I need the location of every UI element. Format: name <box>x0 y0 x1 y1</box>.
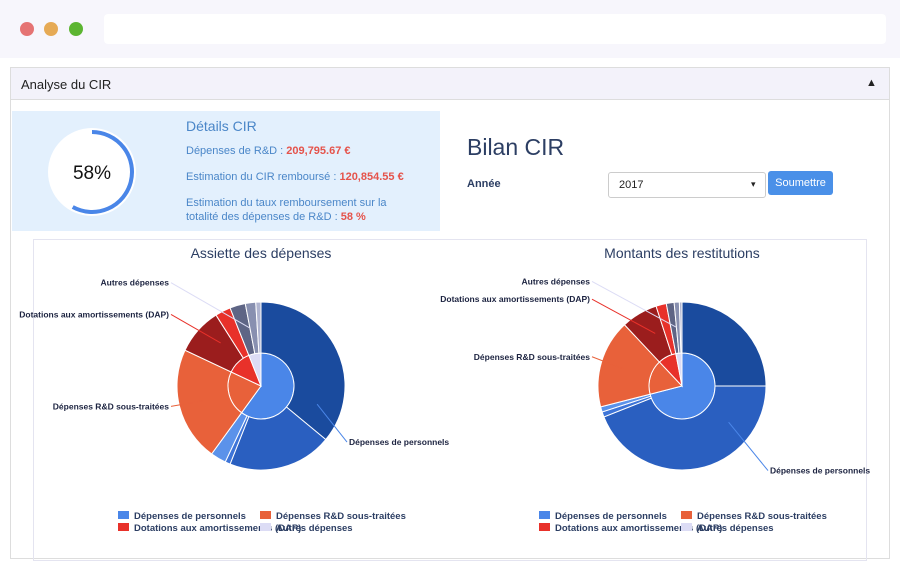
minimize-dot[interactable] <box>44 22 58 36</box>
close-dot[interactable] <box>20 22 34 36</box>
legend-label: Dotations aux amortissements (DAP) <box>134 523 301 534</box>
outer-segment <box>255 301 262 354</box>
legend-swatch <box>118 511 129 519</box>
chart-title: Montants des restitutions <box>604 245 760 261</box>
detail-value: 58 % <box>340 211 366 223</box>
maximize-dot[interactable] <box>69 22 83 36</box>
legend-swatch <box>539 523 550 531</box>
toggle-icon[interactable]: ▲ <box>866 77 877 89</box>
leader-line <box>591 356 626 371</box>
detail-value: 120,854.55 € <box>339 171 404 183</box>
leader-line <box>591 298 656 334</box>
outer-segment <box>678 301 683 354</box>
legend-swatch <box>539 511 550 519</box>
legend-label: Autres dépenses <box>276 523 353 534</box>
year-select[interactable]: 2017 ▾ <box>608 172 766 198</box>
chart-title: Assiette des dépenses <box>191 245 332 261</box>
detail-line: Dépenses de R&D : 209,795.67 € <box>186 145 351 157</box>
panel-title: Analyse du CIR <box>21 77 112 92</box>
slice-label: Autres dépenses <box>101 278 170 288</box>
legend-swatch <box>260 523 271 531</box>
detail-line: Estimation du CIR remboursé : 120,854.55… <box>186 171 404 183</box>
detail-value: 209,795.67 € <box>286 145 351 157</box>
legend-swatch <box>681 523 692 531</box>
legend-label: Dépenses de personnels <box>134 511 246 522</box>
submit-button[interactable]: Soumettre <box>768 171 833 195</box>
outer-segment <box>603 385 767 471</box>
outer-segment <box>229 406 327 471</box>
legend-label: Dotations aux amortissements (DAP) <box>555 523 722 534</box>
year-value: 2017 <box>619 179 644 191</box>
panel-header[interactable]: Analyse du CIR ▲ <box>11 68 889 100</box>
legend-label: Autres dépenses <box>697 523 774 534</box>
legend-label: Dépenses R&D sous-traitées <box>697 511 827 522</box>
leader-line <box>316 403 348 443</box>
address-bar[interactable] <box>104 14 886 44</box>
detail-label: Dépenses de R&D : <box>186 145 287 157</box>
slice-label: Autres dépenses <box>522 276 591 286</box>
slice-label: Dotations aux amortissements (DAP) <box>19 309 169 319</box>
window-bar <box>0 0 900 58</box>
leader-line <box>170 400 204 407</box>
leader-line <box>728 421 769 471</box>
slice-label: Dépenses de personnels <box>770 466 870 476</box>
slice-label: Dépenses de personnels <box>349 437 449 447</box>
slice-label: Dépenses R&D sous-traitées <box>474 352 590 362</box>
outer-segment <box>176 349 243 455</box>
legend-swatch <box>118 523 129 531</box>
outer-segment <box>681 301 767 387</box>
slice-label: Dotations aux amortissements (DAP) <box>440 294 590 304</box>
detail-line: Estimation du taux remboursement sur la … <box>186 196 396 224</box>
slice-label: Dépenses R&D sous-traitées <box>53 401 169 411</box>
detail-label: Estimation du CIR remboursé : <box>186 171 340 183</box>
legend-swatch <box>260 511 271 519</box>
year-label: Année <box>467 178 501 190</box>
progress-label: 58% <box>73 163 111 184</box>
leader-line <box>170 314 221 344</box>
bilan-title: Bilan CIR <box>467 134 565 160</box>
leader-line <box>170 282 251 329</box>
progress-arc <box>71 130 134 214</box>
legend-swatch <box>681 511 692 519</box>
legend-label: Dépenses R&D sous-traitées <box>276 511 406 522</box>
detail-label: Estimation du taux remboursement sur la … <box>186 197 387 223</box>
progress-bg <box>48 128 136 216</box>
legend-label: Dépenses de personnels <box>555 511 667 522</box>
leader-line <box>591 280 677 328</box>
select-arrow: ▾ <box>751 179 756 189</box>
details-title: Détails CIR <box>186 118 257 134</box>
outer-segment <box>260 301 346 441</box>
